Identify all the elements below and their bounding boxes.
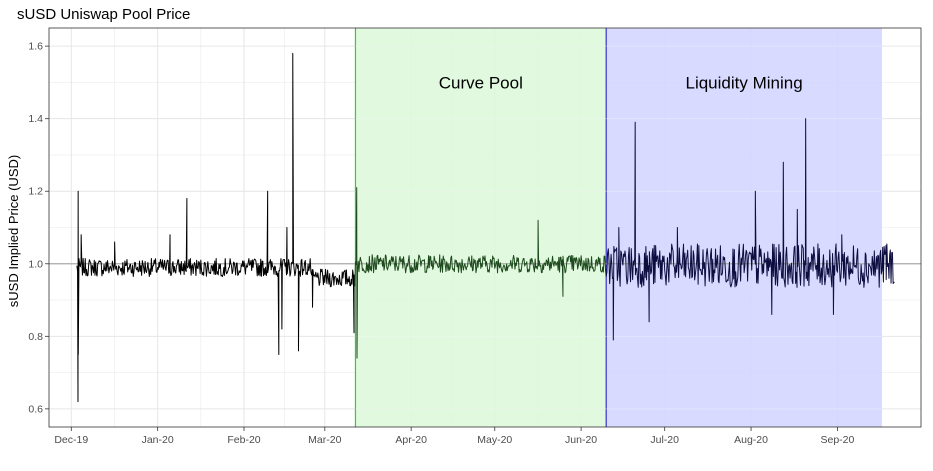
- x-tick-label: Feb-20: [227, 434, 260, 446]
- x-tick-label: Dec-19: [54, 434, 88, 446]
- y-tick-label: 1.0: [28, 258, 43, 270]
- x-tick-label: Jul-20: [650, 434, 679, 446]
- y-tick-label: 1.4: [28, 113, 43, 125]
- plot-area: Curve Pool Liquidity Mining 0.6 0.8 1.0 1.2 1.…: [28, 27, 922, 446]
- x-tick-label: Sep-20: [820, 434, 854, 446]
- y-tick-label: 1.2: [28, 186, 43, 198]
- x-tick-label: Jun-20: [565, 434, 597, 446]
- y-axis-title: sUSD Implied Price (USD): [6, 155, 21, 307]
- shaded-region: [606, 28, 882, 427]
- panel-border: [48, 27, 922, 428]
- y-tick-label: 0.6: [28, 403, 43, 415]
- price-series-line: [604, 118, 895, 341]
- price-series-line: [76, 52, 356, 403]
- region-label: Curve Pool: [439, 73, 523, 92]
- price-series-line: [354, 187, 606, 359]
- chart-title: sUSD Uniswap Pool Price: [17, 6, 190, 23]
- shaded-region: [355, 28, 607, 427]
- x-tick-label: Apr-20: [395, 434, 427, 446]
- x-tick-label: Aug-20: [734, 434, 768, 446]
- y-tick-label: 0.8: [28, 331, 43, 343]
- y-tick-label: 1.6: [28, 41, 43, 53]
- x-tick-label: Jan-20: [142, 434, 174, 446]
- x-tick-label: Mar-20: [308, 434, 341, 446]
- x-tick-label: May-20: [477, 434, 512, 446]
- region-label: Liquidity Mining: [685, 73, 802, 92]
